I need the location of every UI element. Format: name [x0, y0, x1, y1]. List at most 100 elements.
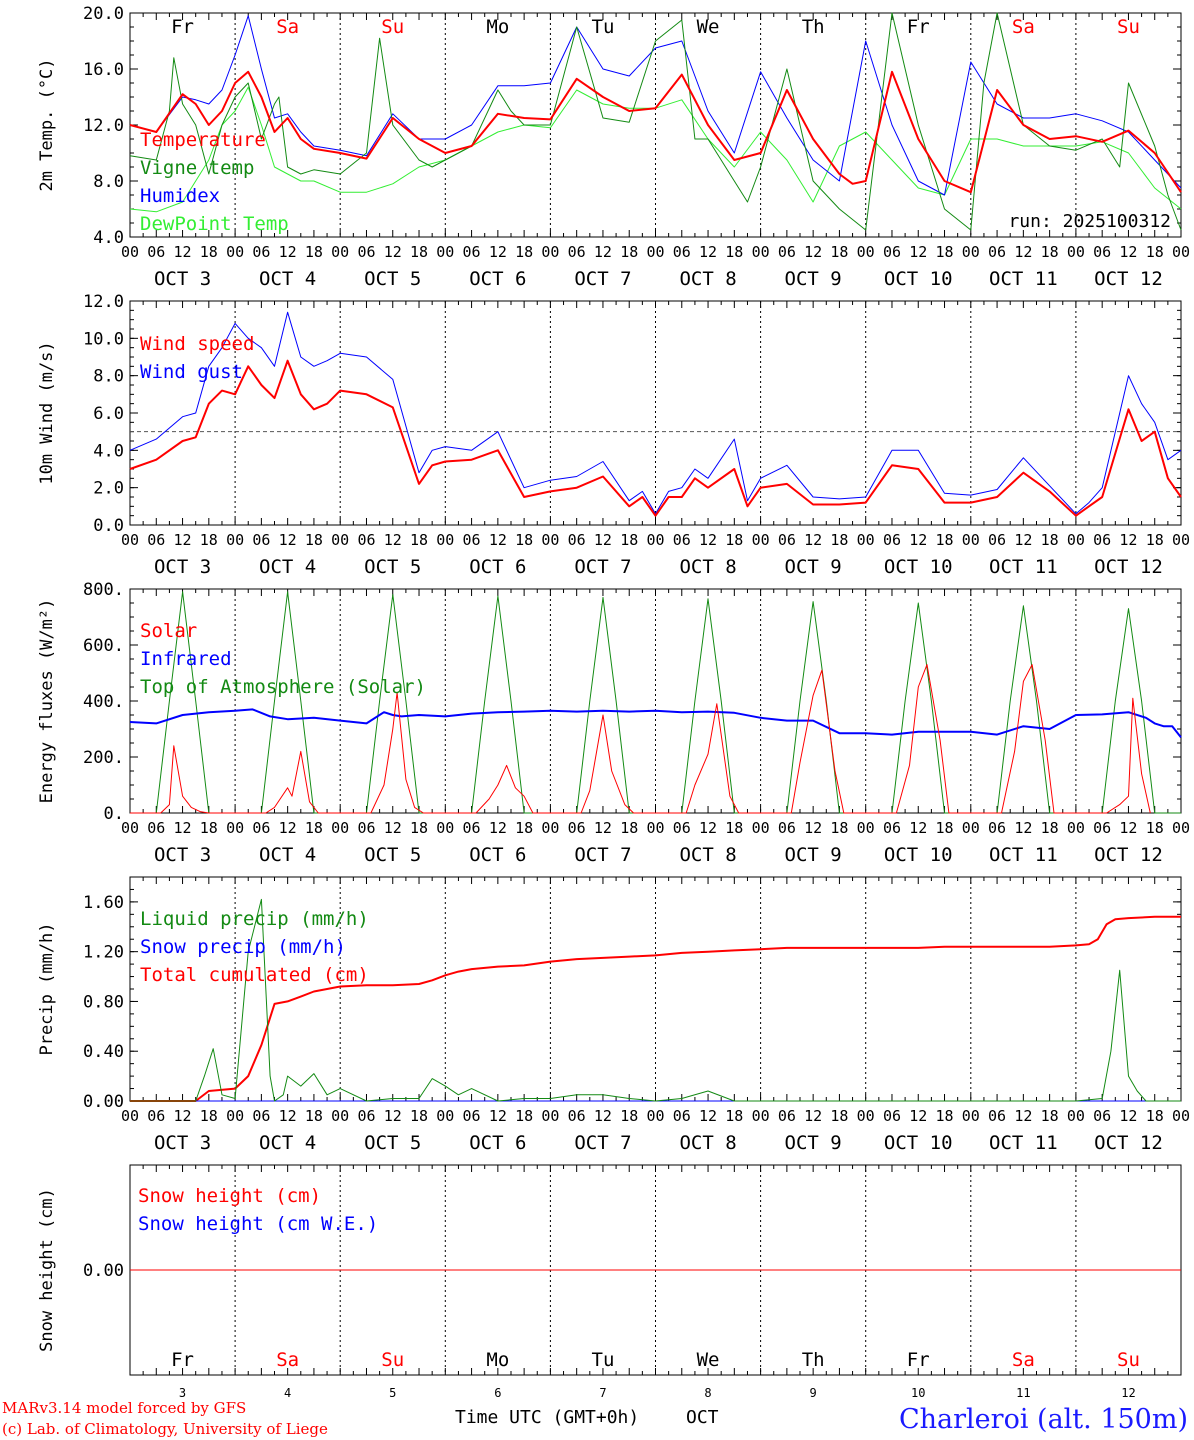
day-of-week-label: Su [1117, 1349, 1140, 1371]
legend-entry: Temperature [140, 129, 266, 151]
x-hour-label: 12 [489, 243, 507, 261]
x-date-label: OCT 10 [884, 556, 953, 578]
x-hour-label: 00 [752, 1107, 770, 1125]
y-tick-label: 12.0 [83, 116, 124, 136]
x-hour-label: 12 [909, 243, 927, 261]
day-of-week-label: Th [802, 16, 825, 38]
day-of-week-label: Fr [171, 1349, 194, 1371]
x-date-label: OCT 10 [884, 1132, 953, 1154]
y-tick-label: 0.0 [93, 516, 124, 536]
legend-entry: Top of Atmosphere (Solar) [140, 676, 426, 698]
x-date-label: OCT 11 [989, 556, 1058, 578]
x-hour-label: 00 [752, 819, 770, 837]
x-date-label: OCT 10 [884, 268, 953, 290]
x-day-number: 9 [810, 1386, 817, 1400]
x-hour-label: 00 [962, 1107, 980, 1125]
x-hour-label: 12 [909, 531, 927, 549]
x-hour-label: 00 [1172, 1107, 1190, 1125]
x-hour-label: 12 [699, 1107, 717, 1125]
x-hour-label: 12 [1014, 819, 1032, 837]
y-tick-label: 0. [104, 804, 124, 824]
x-hour-label: 00 [752, 243, 770, 261]
x-day-number: 11 [1016, 1386, 1030, 1400]
x-hour-label: 12 [699, 243, 717, 261]
x-hour-label: 06 [357, 819, 375, 837]
series-line-total-cumulated-cm [130, 915, 1181, 1102]
y-tick-label: 600. [83, 636, 124, 656]
x-hour-label: 00 [857, 1107, 875, 1125]
y-tick-label: 4.0 [93, 441, 124, 461]
x-hour-label: 00 [226, 243, 244, 261]
x-hour-label: 00 [541, 243, 559, 261]
x-hour-label: 12 [594, 243, 612, 261]
day-of-week-label: Sa [276, 16, 299, 38]
series-line-temperature [129, 70, 1182, 194]
x-hour-label: 06 [463, 531, 481, 549]
x-hour-label: 06 [883, 1107, 901, 1125]
x-axis-month: OCT [686, 1407, 719, 1428]
panel-5: 0.00 Snow height (cm) Snow height (cm) Snow… [37, 1164, 1182, 1400]
legend-entry: Liquid precip (mm/h) [140, 908, 369, 930]
x-hour-label: 06 [252, 243, 270, 261]
x-hour-label: 00 [962, 819, 980, 837]
x-hour-label: 06 [463, 1107, 481, 1125]
y-tick-label: 0.80 [83, 992, 124, 1012]
x-date-label: OCT 8 [679, 268, 736, 290]
x-hour-label: 18 [725, 819, 743, 837]
x-hour-label: 00 [646, 243, 664, 261]
x-hour-label: 00 [226, 531, 244, 549]
x-hour-label: 06 [568, 531, 586, 549]
x-date-label: OCT 4 [259, 844, 316, 866]
day-of-week-label: Mo [486, 1349, 509, 1371]
x-hour-label: 00 [1067, 531, 1085, 549]
x-day-number: 12 [1121, 1386, 1135, 1400]
legend-entry: Snow height (cm W.E.) [138, 1213, 378, 1235]
x-date-label: OCT 6 [469, 268, 526, 290]
x-day-number: 4 [284, 1386, 291, 1400]
x-hour-label: 00 [331, 243, 349, 261]
day-of-week-label: Fr [907, 1349, 930, 1371]
chart-panels: 4.0 8.0 12.0 16.0 20.0 2m Temp. (°C) Temperatu… [37, 4, 1190, 1400]
panel-3: 0. 200. 400. 600. 800. Energy fluxes (W/m²) So… [37, 580, 1190, 866]
x-hour-label: 06 [1093, 1107, 1111, 1125]
x-date-label: OCT 6 [469, 844, 526, 866]
x-day-number: 3 [179, 1386, 186, 1400]
x-date-label: OCT 11 [989, 268, 1058, 290]
x-hour-label: 12 [909, 1107, 927, 1125]
day-of-week-label: Th [802, 1349, 825, 1371]
y-tick-label: 12.0 [83, 292, 124, 312]
x-hour-label: 00 [857, 819, 875, 837]
run-label: run: 2025100312 [1008, 211, 1171, 232]
x-hour-label: 18 [1041, 819, 1059, 837]
x-hour-label: 06 [673, 243, 691, 261]
x-hour-label: 06 [147, 531, 165, 549]
series-group [129, 591, 1182, 814]
x-hour-label: 06 [357, 1107, 375, 1125]
legend-entry: Humidex [140, 185, 220, 207]
x-hour-label: 00 [1067, 819, 1085, 837]
x-hour-label: 18 [830, 243, 848, 261]
x-hour-label: 12 [1119, 531, 1137, 549]
x-hour-label: 00 [646, 531, 664, 549]
x-hour-label: 12 [1119, 819, 1137, 837]
legend-entry: Infrared [140, 648, 232, 670]
x-day-number: 8 [704, 1386, 711, 1400]
x-hour-label: 00 [121, 1107, 139, 1125]
y-tick-label: 16.0 [83, 60, 124, 80]
x-hour-label: 12 [384, 531, 402, 549]
x-hour-label: 18 [410, 819, 428, 837]
x-date-label: OCT 8 [679, 844, 736, 866]
x-date-label: OCT 8 [679, 556, 736, 578]
x-hour-label: 12 [804, 243, 822, 261]
legend-entry: Snow precip (mm/h) [140, 936, 346, 958]
y-tick-label: 0.00 [83, 1092, 124, 1112]
x-hour-label: 06 [673, 819, 691, 837]
x-hour-label: 06 [357, 243, 375, 261]
day-of-week-label: Fr [907, 16, 930, 38]
y-tick-label: 1.60 [83, 893, 124, 913]
x-hour-label: 18 [830, 1107, 848, 1125]
x-hour-label: 06 [252, 1107, 270, 1125]
x-hour-label: 18 [1146, 243, 1164, 261]
x-date-label: OCT 4 [259, 1132, 316, 1154]
series-line-infrared [129, 708, 1182, 739]
